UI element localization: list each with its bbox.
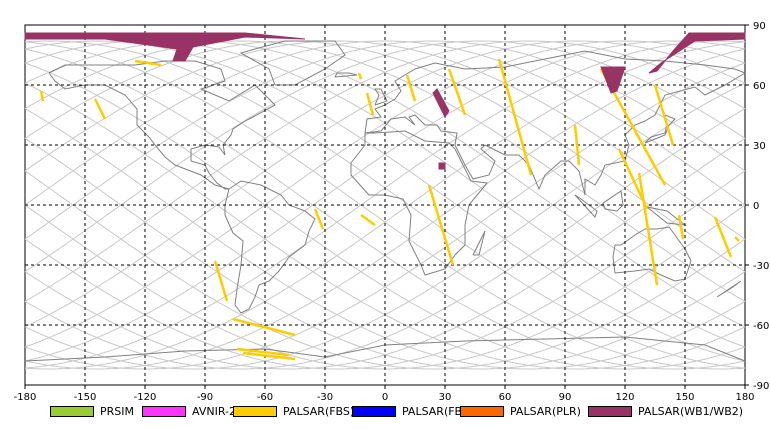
palsar-fbs-swath [405,74,417,102]
coastline [612,226,692,282]
coastline [239,40,346,86]
palsar-wb-swath [432,88,450,118]
coastline [472,230,486,256]
palsar-fbs-swath [497,58,533,176]
legend-swatch [460,405,504,417]
coastline [716,280,742,298]
lat-tick-label: -60 [753,321,769,332]
palsar-fbs-swath [236,347,290,357]
legend-item: PALSAR(FBD) [352,403,475,419]
palsar-wb-swath [600,66,626,94]
palsar-fbs-swath [134,59,162,67]
lon-tick-label: -150 [74,392,97,403]
coastline [644,114,676,144]
palsar-fbs-swath [427,184,455,266]
palsar-fbs-swath [213,260,229,302]
palsar-fbs-swath [232,317,296,337]
palsar-fbs-swath [734,236,740,242]
lon-tick-label: -180 [14,392,37,403]
palsar-fbs-swath [677,214,685,240]
lat-tick-label: -30 [753,261,769,272]
graticule [25,25,745,385]
coastline [364,50,747,196]
lat-tick-label: 30 [753,141,766,152]
palsar-fbs-swath [357,72,363,80]
coastline [602,190,624,212]
lat-tick-label: 90 [753,21,766,32]
coastline [574,194,598,218]
palsar-fbs-swath [360,213,376,227]
legend-swatch [588,405,632,417]
legend-item: PALSAR(FBS) [233,403,354,419]
legend-swatch [50,405,94,417]
palsar-fbs-swath [39,90,45,102]
legend-label: PALSAR(PLR) [510,404,581,418]
palsar-fbs-swath [447,68,467,116]
palsar-fbs-swath [637,172,659,286]
palsar-fbs-swath [713,216,733,258]
palsar-fbs-swath [653,84,675,146]
observation-swaths [24,32,746,361]
legend-item: PRSIM [50,403,134,419]
coastline [350,130,488,276]
lon-tick-label: 180 [735,392,754,403]
lon-tick-label: 120 [615,392,634,403]
lon-tick-label: -120 [134,392,157,403]
palsar-fbs-swath [573,124,581,166]
palsar-wb-swath [648,32,746,74]
lat-tick-label: 60 [753,81,766,92]
legend: PRSIM AVNIR-2 PALSAR(FBS) PALSAR(FBD) PALSAR… [0,403,770,423]
legend-item: PALSAR(PLR) [460,403,581,419]
axis-ticks: -180 -150 -120 -90 -60 -30 0 30 60 90 120 150 180 90 6… [14,21,770,403]
legend-swatch [142,405,186,417]
legend-swatch [352,405,396,417]
lon-tick-label: 30 [439,392,452,403]
lon-tick-label: 0 [382,392,388,403]
legend-label: PRSIM [100,404,134,418]
legend-item: AVNIR-2 [142,403,236,419]
coastline [224,180,316,314]
lat-tick-label: 0 [753,201,759,212]
lon-tick-label: -90 [197,392,213,403]
legend-item: PALSAR(WB1/WB2) [588,403,743,419]
legend-label: PALSAR(WB1/WB2) [638,404,744,418]
palsar-fbs-swath [365,92,375,116]
legend-swatch [233,405,277,417]
palsar-fbs-swath [313,208,325,230]
lon-tick-label: 60 [499,392,512,403]
palsar-wb-swath [24,32,306,62]
lon-tick-label: -30 [317,392,333,403]
lat-tick-label: -90 [753,381,769,392]
lon-tick-label: 150 [675,392,694,403]
legend-label: PALSAR(FBD) [402,404,475,418]
palsar-fbs-swath [93,98,107,120]
legend-label: AVNIR-2 [192,404,236,418]
legend-label: PALSAR(FBS) [283,404,355,418]
lon-tick-label: -60 [257,392,273,403]
lon-tick-label: 90 [559,392,572,403]
palsar-wb-swath [438,162,446,170]
coastline [374,88,388,106]
palsar-fbs-swath [242,351,296,361]
coastline [334,72,358,78]
